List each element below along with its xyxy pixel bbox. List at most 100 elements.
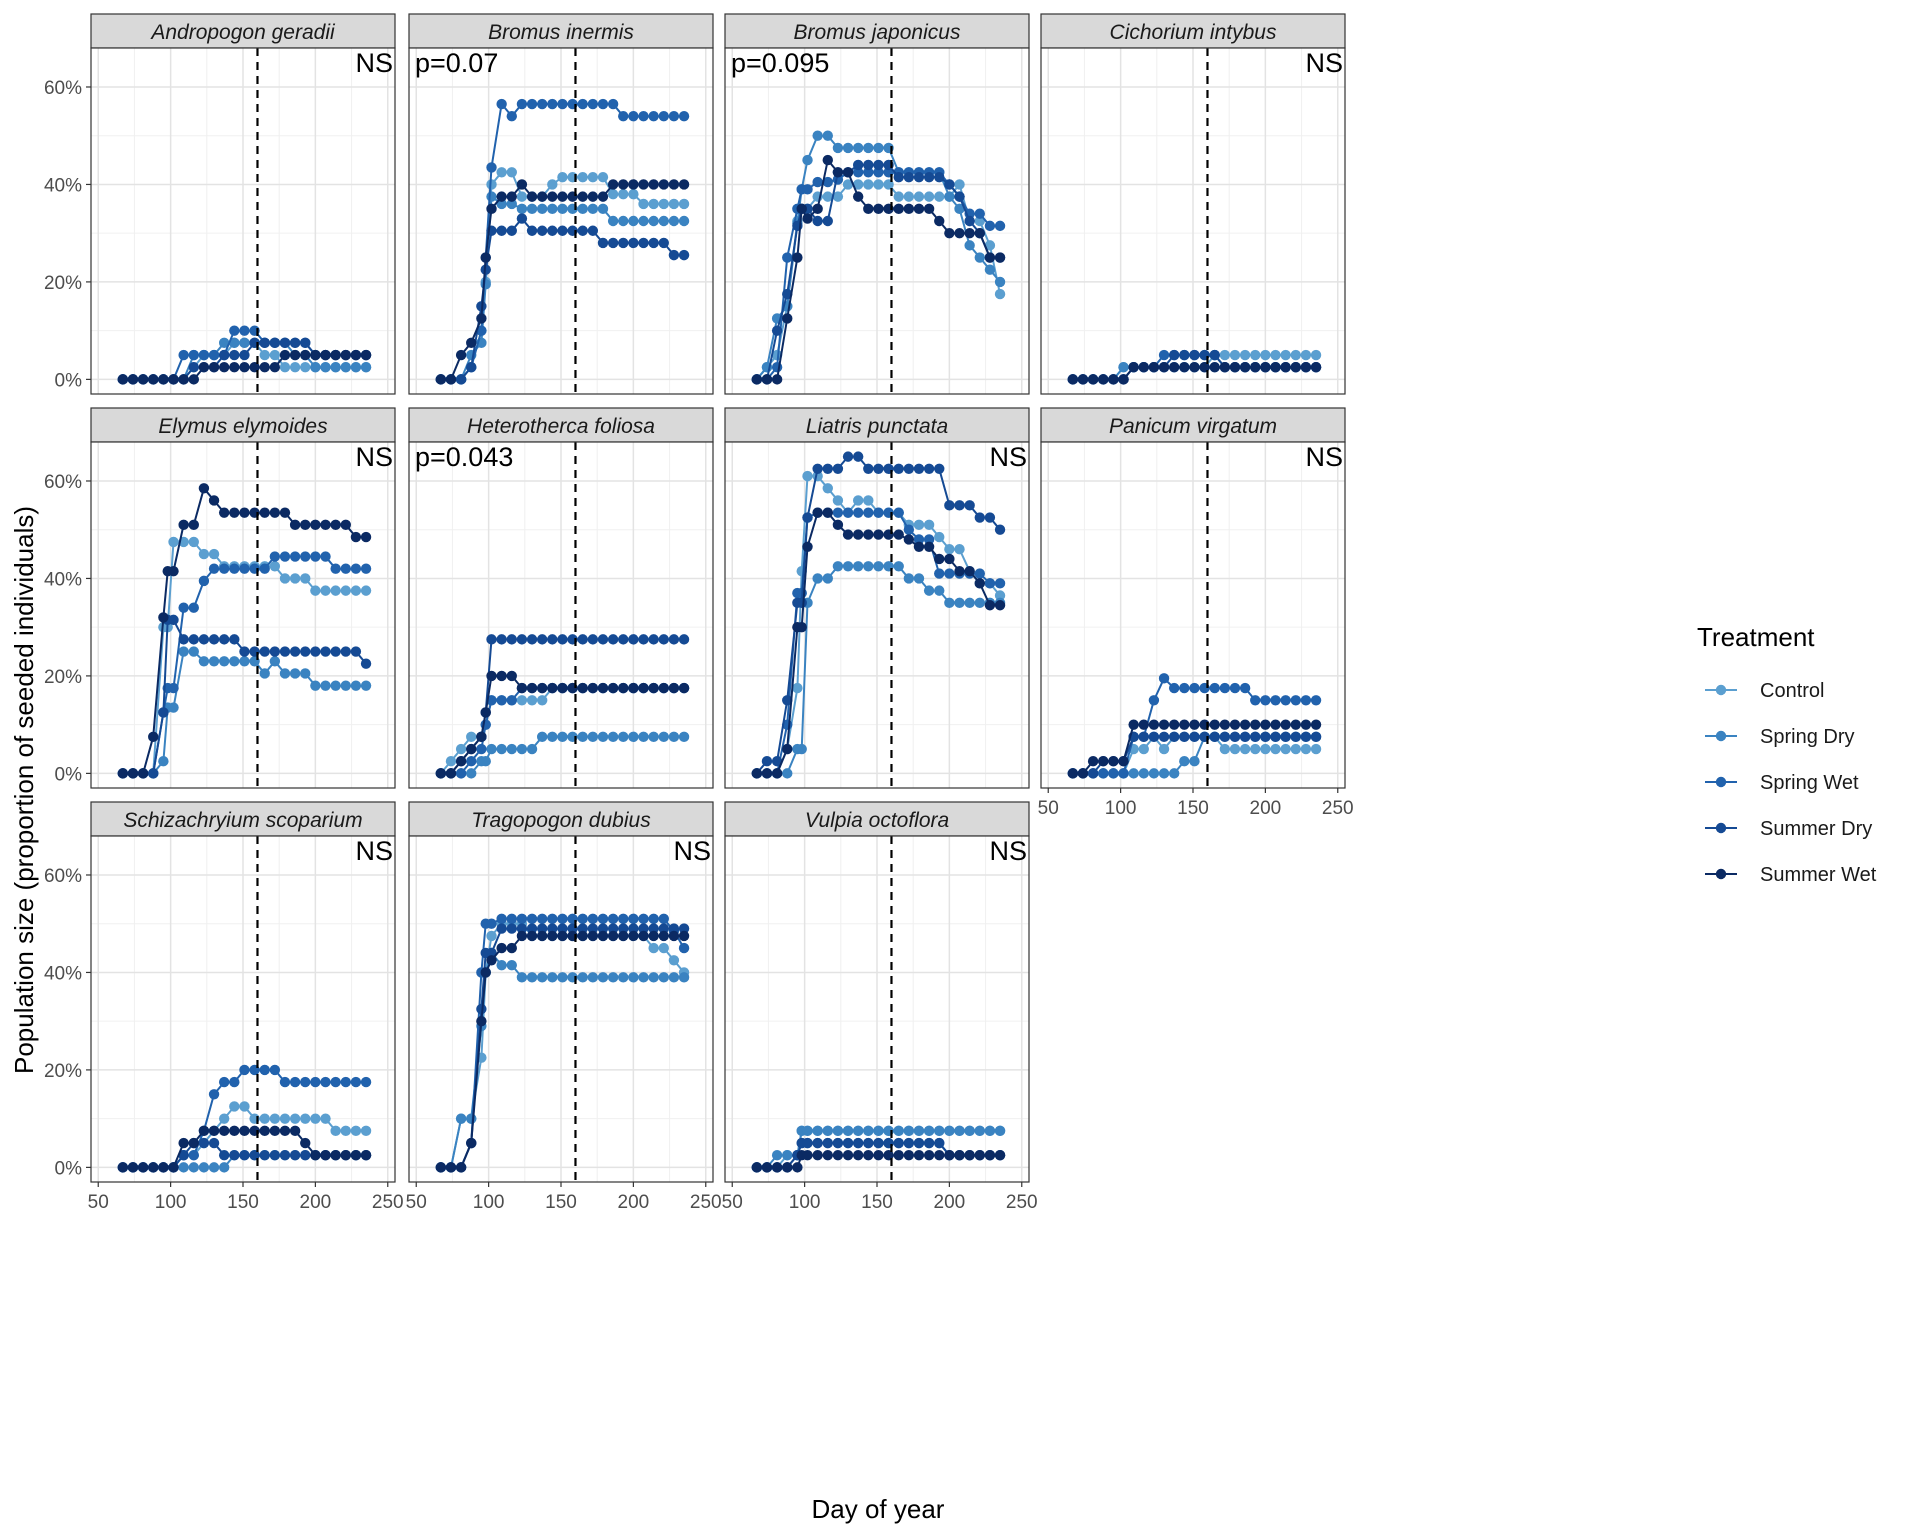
data-point (812, 1125, 823, 1137)
x-tick-label: 250 (1322, 798, 1354, 819)
data-point (188, 1149, 199, 1161)
data-point (239, 349, 250, 361)
data-point (658, 634, 669, 645)
facet-title: Vulpia octoflora (805, 809, 949, 832)
data-point (360, 531, 372, 543)
x-tick-label: 100 (789, 1192, 821, 1213)
data-point (1290, 743, 1301, 755)
data-point (340, 680, 351, 691)
data-point (863, 1125, 874, 1137)
data-point (289, 1149, 301, 1161)
data-point (903, 1149, 915, 1161)
data-point (873, 142, 884, 154)
data-point (178, 634, 189, 645)
data-point (526, 923, 538, 934)
data-point (259, 668, 270, 679)
data-point (1310, 361, 1322, 373)
data-point (597, 203, 609, 215)
data-point (455, 349, 467, 361)
data-point (178, 1162, 189, 1173)
data-point (547, 225, 558, 236)
data-point (148, 1162, 159, 1173)
data-point (536, 682, 548, 694)
data-point (516, 930, 528, 942)
data-point (1270, 719, 1281, 730)
data-point (269, 1113, 281, 1124)
data-point (852, 1149, 864, 1161)
data-point (974, 568, 985, 579)
y-tick-label: 0% (55, 1158, 83, 1179)
data-point (668, 731, 680, 743)
data-point (1250, 731, 1261, 743)
data-point (903, 463, 915, 475)
data-point (658, 972, 669, 983)
data-point (668, 972, 680, 983)
facet-strip (408, 801, 714, 837)
data-point (597, 98, 609, 110)
data-point (188, 1137, 199, 1149)
data-point (678, 198, 690, 210)
data-point (526, 203, 538, 215)
data-point (618, 923, 629, 934)
data-point (476, 325, 487, 336)
data-point (218, 1162, 230, 1173)
panel-border (408, 441, 714, 789)
data-point (618, 634, 629, 645)
data-point (137, 768, 149, 779)
data-point (628, 634, 639, 645)
data-point (923, 519, 935, 531)
data-point (668, 198, 680, 210)
data-point (1260, 349, 1271, 361)
data-point (557, 191, 568, 202)
data-point (486, 634, 497, 645)
data-point (259, 1064, 270, 1076)
x-tick-label: 250 (372, 1192, 404, 1213)
data-point (648, 913, 659, 925)
data-point (863, 463, 874, 475)
data-point (802, 470, 813, 482)
data-point (658, 111, 669, 122)
data-point (218, 563, 230, 574)
data-point (208, 634, 220, 645)
data-point (310, 1113, 321, 1124)
facet-panel: Heterotherca foliosa p=0.043 (408, 407, 714, 789)
facet-panel: Liatris punctata NS (724, 407, 1030, 789)
data-point (445, 1162, 457, 1173)
facet-strip (90, 801, 396, 837)
data-point (239, 1101, 250, 1112)
data-point (178, 646, 189, 657)
data-point (994, 590, 1006, 601)
data-point (751, 1162, 763, 1173)
data-point (218, 349, 230, 361)
data-point (994, 288, 1006, 300)
data-point (1168, 349, 1180, 361)
data-point (536, 930, 548, 942)
data-point (1158, 743, 1170, 755)
data-point (536, 923, 548, 934)
data-point (455, 755, 467, 767)
data-point (934, 171, 945, 183)
data-point (360, 680, 372, 691)
data-point (628, 111, 639, 122)
data-point (1250, 695, 1261, 706)
data-point (188, 634, 199, 645)
data-point (1270, 361, 1281, 373)
data-point (852, 179, 864, 190)
data-point (360, 658, 372, 669)
data-point (340, 361, 351, 373)
x-tick-label: 250 (690, 1192, 722, 1213)
data-point (863, 529, 874, 540)
data-point (607, 731, 619, 743)
data-point (678, 249, 690, 261)
data-point (198, 575, 210, 587)
data-point (792, 1162, 803, 1173)
data-point (638, 930, 649, 942)
data-point (863, 507, 874, 518)
data-point (340, 1076, 351, 1088)
data-point (587, 634, 599, 645)
panel-border (724, 47, 1030, 395)
data-point (893, 1149, 904, 1161)
data-point (913, 203, 925, 215)
data-point (279, 646, 291, 657)
